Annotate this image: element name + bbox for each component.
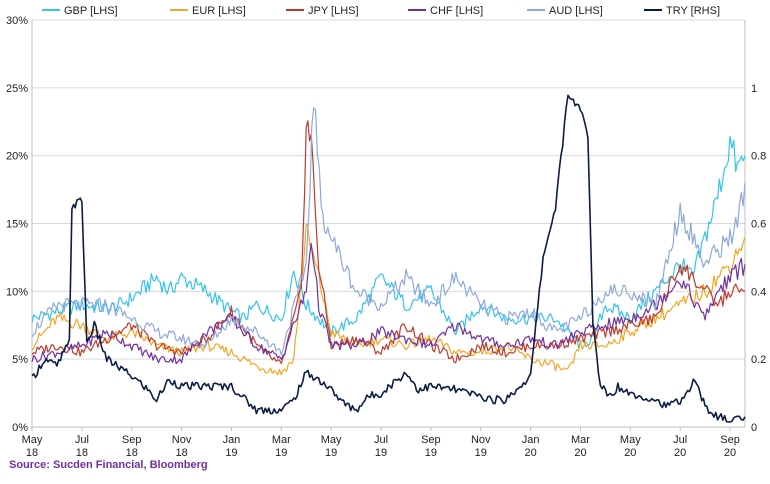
series-line-jpy bbox=[31, 120, 746, 365]
y-left-tick-label: 5% bbox=[12, 354, 28, 366]
legend-label-eur: EUR [LHS] bbox=[192, 5, 246, 17]
x-tick-label-year: 18 bbox=[26, 447, 38, 459]
x-tick-label-year: 18 bbox=[126, 447, 138, 459]
x-tick-label-year: 20 bbox=[674, 447, 686, 459]
x-tick-label-month: Jul bbox=[75, 434, 89, 446]
x-tick-label-year: 20 bbox=[724, 447, 736, 459]
x-tick-label-month: Nov bbox=[172, 434, 192, 446]
series-line-eur bbox=[31, 223, 746, 376]
x-tick-label-month: May bbox=[22, 434, 43, 446]
x-tick-label-month: Mar bbox=[272, 434, 291, 446]
gridlines bbox=[31, 19, 746, 428]
y-left-tick-label: 15% bbox=[6, 219, 28, 231]
x-tick-label-month: May bbox=[321, 434, 342, 446]
series-line-chf bbox=[31, 242, 746, 365]
x-tick-label-month: Jan bbox=[223, 434, 241, 446]
y-left-tick-label: 20% bbox=[6, 151, 28, 163]
x-tick-label-year: 19 bbox=[425, 447, 437, 459]
series-line-try bbox=[31, 94, 746, 423]
y-right-tick-label: 0.4 bbox=[751, 286, 766, 298]
x-tick-label-year: 20 bbox=[574, 447, 586, 459]
legend: GBP [LHS] EUR [LHS] JPY [LHS] CHF [LHS] AUD … bbox=[42, 5, 720, 17]
y-left-tick-label: 10% bbox=[6, 286, 28, 298]
x-tick-label-year: 19 bbox=[275, 447, 287, 459]
y-left-tick-label: 25% bbox=[6, 83, 28, 95]
x-tick-label-year: 19 bbox=[225, 447, 237, 459]
x-axis-ticks: May18Jul18Sep18Nov18Jan19Mar19May19Jul19… bbox=[22, 427, 740, 459]
x-tick-label-year: 19 bbox=[475, 447, 487, 459]
legend-label-try: TRY [RHS] bbox=[666, 5, 720, 17]
series-line-gbp bbox=[31, 135, 746, 349]
source-note: Source: Sucden Financial, Bloomberg bbox=[9, 459, 208, 471]
legend-label-chf: CHF [LHS] bbox=[430, 5, 483, 17]
legend-label-gbp: GBP [LHS] bbox=[64, 5, 118, 17]
series-lines bbox=[31, 94, 746, 423]
y-right-tick-label: 0.6 bbox=[751, 219, 766, 231]
x-tick-label-year: 18 bbox=[76, 447, 88, 459]
legend-label-aud: AUD [LHS] bbox=[549, 5, 603, 17]
x-tick-label-month: Jul bbox=[374, 434, 388, 446]
x-tick-label-month: Jan bbox=[522, 434, 540, 446]
x-tick-label-year: 19 bbox=[325, 447, 337, 459]
x-tick-label-month: Sep bbox=[421, 434, 441, 446]
x-tick-label-month: Sep bbox=[122, 434, 142, 446]
y-left-tick-label: 0% bbox=[12, 422, 28, 434]
y-right-tick-label: 0.8 bbox=[751, 151, 766, 163]
y-right-tick-label: 0.2 bbox=[751, 354, 766, 366]
y-right-tick-label: 0 bbox=[751, 422, 757, 434]
x-tick-label-year: 20 bbox=[524, 447, 536, 459]
x-tick-label-year: 20 bbox=[624, 447, 636, 459]
x-tick-label-month: May bbox=[620, 434, 641, 446]
x-tick-label-month: Mar bbox=[571, 434, 590, 446]
left-axis-ticks: 0% 5% 10% 15% 20% 25% 30% bbox=[6, 15, 28, 434]
y-left-tick-label: 30% bbox=[6, 15, 28, 27]
x-tick-label-month: Nov bbox=[471, 434, 491, 446]
x-tick-label-year: 19 bbox=[375, 447, 387, 459]
x-tick-label-month: Sep bbox=[720, 434, 740, 446]
right-axis-ticks: 0 0.2 0.4 0.6 0.8 1 bbox=[751, 83, 766, 434]
y-right-tick-label: 1 bbox=[751, 83, 757, 95]
x-tick-label-month: Jul bbox=[673, 434, 687, 446]
series-line-aud bbox=[31, 107, 746, 356]
legend-label-jpy: JPY [LHS] bbox=[308, 5, 359, 17]
x-tick-label-year: 18 bbox=[175, 447, 187, 459]
